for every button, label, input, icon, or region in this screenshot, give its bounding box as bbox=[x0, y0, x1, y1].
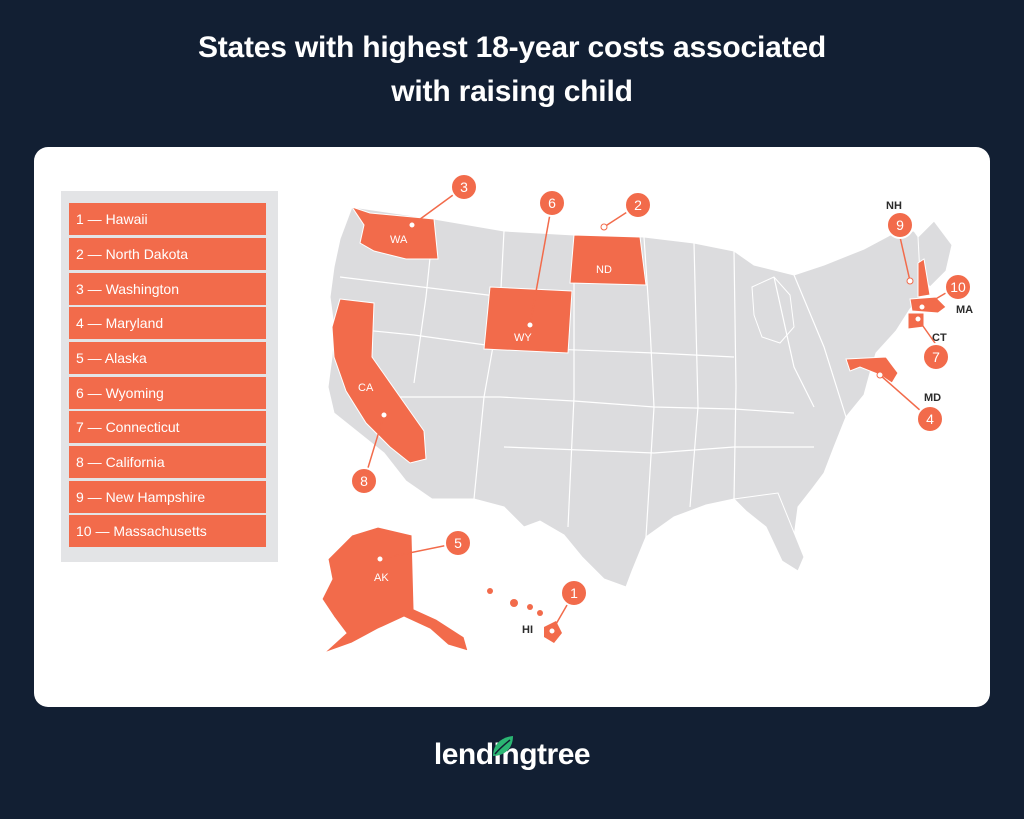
pin-wy[interactable]: 6 bbox=[538, 189, 566, 217]
label-nh: NH bbox=[886, 200, 902, 212]
svg-text:4: 4 bbox=[926, 411, 934, 427]
legend-item-9: 9 — New Hampshire bbox=[69, 481, 266, 513]
legend-item-5: 5 — Alaska bbox=[69, 342, 266, 374]
title-line-2: with raising child bbox=[391, 75, 633, 108]
state-nh[interactable] bbox=[917, 258, 931, 298]
pin-ca[interactable]: 8 bbox=[350, 467, 378, 495]
us-map: WA ND WY CA AK HI MD NH MA CT bbox=[321, 173, 973, 654]
florida-base bbox=[732, 492, 805, 572]
state-wy[interactable] bbox=[483, 286, 573, 354]
legend-item-10: 10 — Massachusetts bbox=[69, 515, 266, 547]
legend-item-6: 6 — Wyoming bbox=[69, 377, 266, 409]
svg-text:1: 1 bbox=[570, 585, 578, 601]
location-dots bbox=[376, 221, 926, 635]
label-wy: WY bbox=[514, 332, 532, 344]
page-title: States with highest 18-year costs associ… bbox=[0, 26, 1024, 114]
state-md[interactable] bbox=[845, 356, 899, 384]
pin-hi[interactable]: 1 bbox=[560, 579, 588, 607]
pin-ak[interactable]: 5 bbox=[444, 529, 472, 557]
state-ca[interactable] bbox=[331, 298, 427, 464]
svg-text:5: 5 bbox=[454, 535, 462, 551]
svg-text:6: 6 bbox=[548, 195, 556, 211]
legend-item-8: 8 — California bbox=[69, 446, 266, 478]
pin-wa[interactable]: 3 bbox=[450, 173, 478, 201]
svg-text:10: 10 bbox=[950, 279, 966, 295]
label-ak: AK bbox=[374, 572, 389, 584]
pin-ct[interactable]: 7 bbox=[922, 343, 950, 371]
svg-text:8: 8 bbox=[360, 473, 368, 489]
legend-item-2: 2 — North Dakota bbox=[69, 238, 266, 270]
legend-item-3: 3 — Washington bbox=[69, 273, 266, 305]
map-card: WA ND WY CA AK HI MD NH MA CT bbox=[34, 147, 990, 707]
pin-nh[interactable]: 9 bbox=[886, 211, 914, 239]
pin-md[interactable]: 4 bbox=[916, 405, 944, 433]
svg-text:9: 9 bbox=[896, 217, 904, 233]
svg-text:7: 7 bbox=[932, 349, 940, 365]
state-ak[interactable] bbox=[321, 526, 469, 654]
lendingtree-logo: lendingtree bbox=[0, 736, 1024, 772]
title-line-1: States with highest 18-year costs associ… bbox=[197, 31, 827, 64]
label-nd: ND bbox=[596, 264, 612, 276]
legend-item-4: 4 — Maryland bbox=[69, 307, 266, 339]
state-wa[interactable] bbox=[350, 206, 439, 260]
legend-panel: 1 — Hawaii 2 — North Dakota 3 — Washingt… bbox=[61, 191, 278, 562]
pin-ma[interactable]: 10 bbox=[944, 273, 972, 301]
state-ma[interactable] bbox=[909, 296, 947, 314]
legend-item-1: 1 — Hawaii bbox=[69, 203, 266, 235]
label-ct: CT bbox=[932, 332, 947, 344]
svg-text:3: 3 bbox=[460, 179, 468, 195]
label-ma: MA bbox=[956, 304, 973, 316]
state-nd[interactable] bbox=[569, 234, 647, 286]
pin-nd[interactable]: 2 bbox=[624, 191, 652, 219]
label-ca: CA bbox=[358, 382, 374, 394]
svg-text:2: 2 bbox=[634, 197, 642, 213]
legend-item-7: 7 — Connecticut bbox=[69, 411, 266, 443]
label-wa: WA bbox=[390, 234, 408, 246]
label-md: MD bbox=[924, 392, 941, 404]
label-hi: HI bbox=[522, 624, 533, 636]
logo-text: lendingtree bbox=[433, 738, 591, 771]
leaf-icon bbox=[493, 736, 513, 756]
